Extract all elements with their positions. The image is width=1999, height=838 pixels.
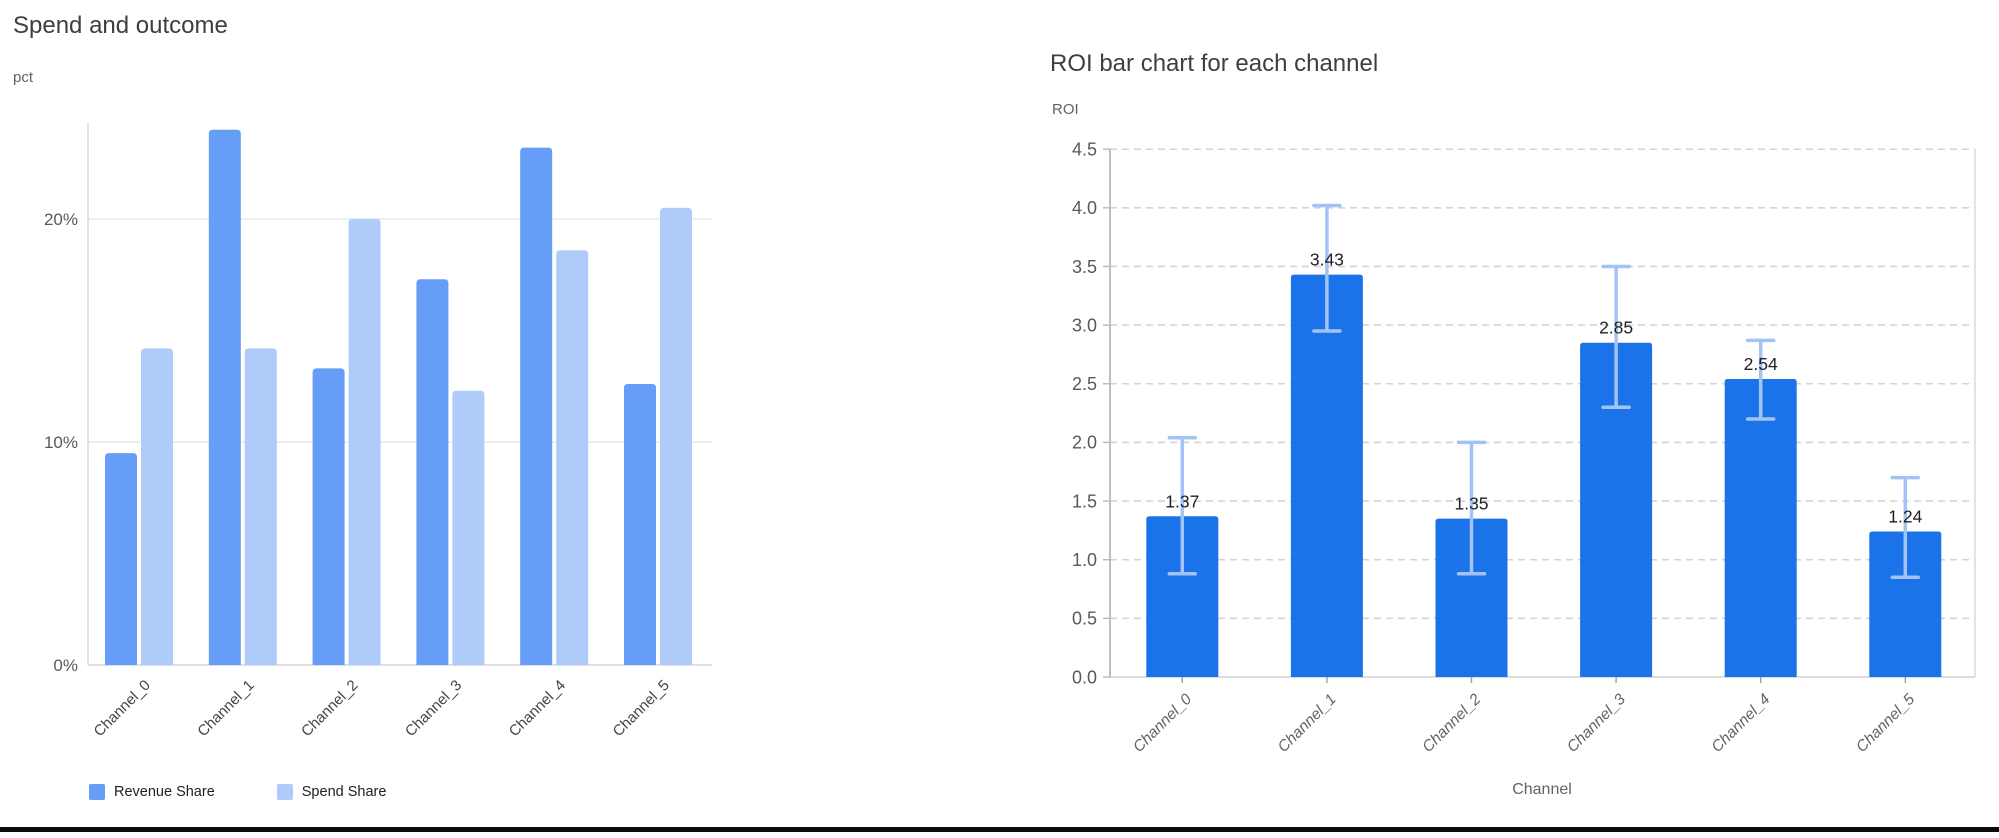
bar-roi-channel_3[interactable] <box>1580 342 1653 677</box>
y-tick-label: 1.0 <box>1072 550 1097 570</box>
spend-share-swatch-icon <box>276 784 293 800</box>
error-bar-channel_3 <box>1601 264 1631 409</box>
bar-value-label: 3.43 <box>1310 250 1344 270</box>
x-tick-label: Channel_4 <box>1708 691 1773 756</box>
y-tick-label: 2.5 <box>1072 374 1097 394</box>
x-tick-label: Channel_5 <box>1853 691 1918 756</box>
bar-value-label: 2.54 <box>1744 354 1778 374</box>
bar-roi-channel_1[interactable] <box>1290 274 1363 677</box>
x-tick-label: Channel_0 <box>1130 691 1195 756</box>
left-chart-y-axis-unit: pct <box>13 69 34 86</box>
bar-revenue-channel_1[interactable] <box>208 129 241 666</box>
y-tick-label: 4.0 <box>1072 198 1097 218</box>
bar-roi-channel_5[interactable] <box>1869 531 1942 677</box>
x-tick-label: Channel_2 <box>1419 691 1484 756</box>
x-tick-label: Channel_0 <box>90 677 153 740</box>
y-tick-label: 3.5 <box>1072 257 1097 277</box>
legend-label: Revenue Share <box>114 784 215 800</box>
bar-value-label: 2.85 <box>1599 318 1633 338</box>
y-tick-label: 1.5 <box>1072 491 1097 511</box>
error-bar-channel_0 <box>1167 435 1198 576</box>
error-bar-channel_2 <box>1456 440 1487 576</box>
y-tick-label: 3.0 <box>1072 315 1097 335</box>
right-chart: 0.0 0.5 1.0 1.5 2.0 2.5 3.0 3.5 4.0 4.5 1.37 Channe… <box>1072 139 1976 756</box>
x-tick-label: Channel_4 <box>506 677 569 740</box>
legend-item-revenue-share[interactable]: Revenue Share <box>89 784 215 800</box>
x-tick-label: Channel_5 <box>609 677 672 740</box>
bar-spend-channel_4[interactable] <box>556 250 589 665</box>
bar-revenue-channel_5[interactable] <box>624 384 656 665</box>
right-chart-y-axis-unit: ROI <box>1052 101 1079 118</box>
bar-spend-channel_1[interactable] <box>244 348 277 665</box>
window-bottom-divider <box>0 827 1999 832</box>
left-chart: 0% 10% 20% Channel_0 Channel_1 Channel_2 Chann… <box>44 122 712 740</box>
right-chart-title: ROI bar chart for each channel <box>1050 50 1379 77</box>
bar-spend-channel_0[interactable] <box>141 348 173 665</box>
bar-revenue-channel_3[interactable] <box>416 279 449 665</box>
left-chart-title: Spend and outcome <box>13 12 228 39</box>
x-tick-label: Channel_1 <box>194 677 257 740</box>
right-chart-x-axis-title: Channel <box>1512 781 1572 798</box>
x-tick-label: Channel_3 <box>402 677 465 740</box>
bar-spend-channel_2[interactable] <box>348 219 381 665</box>
legend-label: Spend Share <box>301 784 387 800</box>
bar-roi-channel_2[interactable] <box>1435 518 1508 677</box>
bar-value-label: 1.35 <box>1454 494 1488 514</box>
error-bar-channel_5 <box>1890 475 1921 580</box>
y-tick-label: 0% <box>53 656 78 675</box>
bar-spend-channel_3[interactable] <box>452 390 485 665</box>
y-tick-label: 0.0 <box>1072 667 1097 687</box>
bar-spend-channel_5[interactable] <box>660 207 692 665</box>
bar-revenue-channel_0[interactable] <box>105 453 137 665</box>
y-tick-label: 0.5 <box>1072 609 1097 629</box>
y-tick-label: 4.5 <box>1072 139 1097 159</box>
revenue-share-swatch-icon <box>89 784 105 800</box>
legend-item-spend-share[interactable]: Spend Share <box>276 784 387 800</box>
y-tick-label: 10% <box>44 433 78 452</box>
x-tick-label: Channel_3 <box>1564 691 1629 756</box>
error-bar-channel_1 <box>1312 203 1342 333</box>
bar-roi-channel_4[interactable] <box>1724 379 1797 677</box>
x-tick-label: Channel_2 <box>298 677 361 740</box>
bar-revenue-channel_2[interactable] <box>312 368 345 665</box>
bar-value-label: 1.37 <box>1165 491 1199 511</box>
y-tick-label: 20% <box>44 210 78 229</box>
bar-revenue-channel_4[interactable] <box>520 147 553 665</box>
error-bar-channel_4 <box>1745 338 1776 421</box>
bar-roi-channel_0[interactable] <box>1146 516 1219 677</box>
y-tick-label: 2.0 <box>1072 433 1097 453</box>
x-tick-label: Channel_1 <box>1275 691 1340 756</box>
legend: Revenue Share Spend Share <box>89 784 386 800</box>
bar-value-label: 1.24 <box>1888 507 1922 527</box>
